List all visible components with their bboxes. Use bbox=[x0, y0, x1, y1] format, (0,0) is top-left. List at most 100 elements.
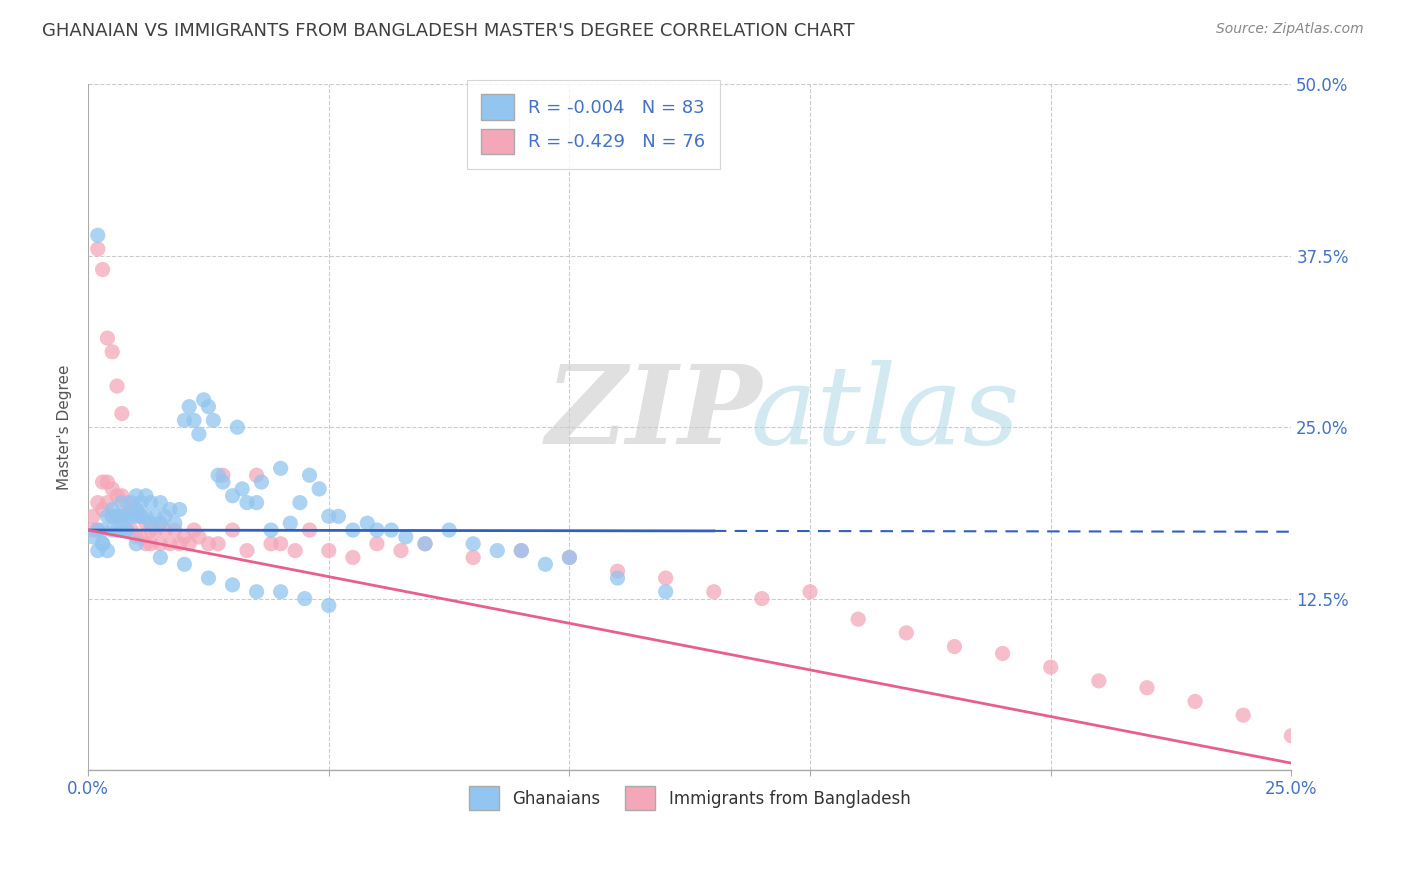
Point bbox=[129, 530, 152, 544]
Point bbox=[250, 475, 273, 489]
Point bbox=[111, 489, 134, 503]
Point bbox=[111, 509, 134, 524]
Legend: Ghanaians, Immigrants from Bangladesh: Ghanaians, Immigrants from Bangladesh bbox=[456, 773, 924, 823]
Point bbox=[558, 550, 581, 565]
Point bbox=[169, 502, 191, 516]
Point bbox=[366, 537, 388, 551]
Point bbox=[91, 262, 114, 277]
Point bbox=[101, 509, 124, 524]
Point bbox=[202, 413, 225, 427]
Point bbox=[991, 647, 1014, 661]
Point bbox=[654, 584, 676, 599]
Point bbox=[87, 228, 110, 243]
Point bbox=[111, 407, 134, 421]
Point bbox=[183, 523, 205, 537]
Point bbox=[129, 509, 152, 524]
Point bbox=[129, 495, 152, 509]
Point bbox=[179, 400, 201, 414]
Point bbox=[342, 550, 364, 565]
Point bbox=[318, 543, 340, 558]
Point bbox=[121, 495, 143, 509]
Point bbox=[231, 482, 253, 496]
Point bbox=[342, 523, 364, 537]
Point bbox=[135, 516, 157, 531]
Point bbox=[115, 523, 138, 537]
Point bbox=[221, 489, 243, 503]
Point bbox=[149, 550, 172, 565]
Point bbox=[139, 537, 162, 551]
Point bbox=[82, 509, 104, 524]
Point bbox=[486, 543, 509, 558]
Point bbox=[135, 537, 157, 551]
Point bbox=[87, 495, 110, 509]
Text: Source: ZipAtlas.com: Source: ZipAtlas.com bbox=[1216, 22, 1364, 37]
Point bbox=[153, 523, 176, 537]
Point bbox=[101, 344, 124, 359]
Point bbox=[159, 537, 181, 551]
Point bbox=[125, 537, 148, 551]
Point bbox=[1088, 673, 1111, 688]
Point bbox=[284, 543, 307, 558]
Point bbox=[246, 495, 269, 509]
Point bbox=[111, 495, 134, 509]
Point bbox=[270, 461, 292, 475]
Point bbox=[105, 379, 128, 393]
Point bbox=[1232, 708, 1254, 723]
Point bbox=[145, 509, 167, 524]
Point bbox=[153, 509, 176, 524]
Point bbox=[96, 543, 118, 558]
Point bbox=[212, 468, 235, 483]
Point bbox=[101, 482, 124, 496]
Point bbox=[163, 523, 186, 537]
Point bbox=[510, 543, 533, 558]
Point bbox=[278, 516, 301, 531]
Point bbox=[125, 502, 148, 516]
Point bbox=[139, 516, 162, 531]
Point bbox=[896, 626, 918, 640]
Point bbox=[207, 537, 229, 551]
Point bbox=[101, 502, 124, 516]
Point bbox=[91, 537, 114, 551]
Point bbox=[96, 475, 118, 489]
Point bbox=[703, 584, 725, 599]
Point bbox=[111, 523, 134, 537]
Point bbox=[115, 495, 138, 509]
Point bbox=[149, 516, 172, 531]
Point bbox=[82, 530, 104, 544]
Point bbox=[129, 509, 152, 524]
Point bbox=[463, 537, 485, 551]
Point bbox=[356, 516, 378, 531]
Point bbox=[87, 242, 110, 256]
Point bbox=[101, 523, 124, 537]
Point bbox=[149, 537, 172, 551]
Point bbox=[179, 537, 201, 551]
Point bbox=[463, 550, 485, 565]
Point bbox=[943, 640, 966, 654]
Point bbox=[111, 509, 134, 524]
Point bbox=[125, 502, 148, 516]
Point bbox=[87, 523, 110, 537]
Point bbox=[1039, 660, 1062, 674]
Point bbox=[197, 571, 219, 585]
Point bbox=[125, 509, 148, 524]
Point bbox=[87, 543, 110, 558]
Point bbox=[366, 523, 388, 537]
Point bbox=[87, 523, 110, 537]
Point bbox=[139, 495, 162, 509]
Point bbox=[105, 489, 128, 503]
Point bbox=[105, 509, 128, 524]
Point bbox=[139, 523, 162, 537]
Point bbox=[173, 558, 195, 572]
Point bbox=[125, 489, 148, 503]
Point bbox=[121, 509, 143, 524]
Point bbox=[226, 420, 249, 434]
Point bbox=[558, 550, 581, 565]
Point bbox=[96, 509, 118, 524]
Point bbox=[101, 509, 124, 524]
Point bbox=[96, 331, 118, 345]
Point bbox=[413, 537, 436, 551]
Point bbox=[437, 523, 460, 537]
Point bbox=[1136, 681, 1159, 695]
Point bbox=[308, 482, 330, 496]
Point bbox=[1279, 729, 1302, 743]
